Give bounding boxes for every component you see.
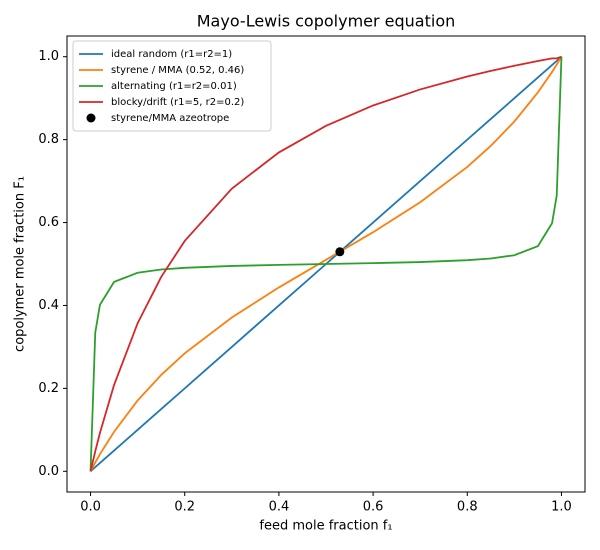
legend-label: styrene / MMA (0.52, 0.46) [111, 65, 244, 76]
legend-label: styrene/MMA azeotrope [111, 113, 229, 124]
x-tick-label: 0.0 [80, 500, 101, 515]
y-tick-label: 1.0 [38, 49, 59, 64]
axes-frame [66, 35, 586, 493]
y-tick-label: 0.4 [38, 298, 59, 313]
legend-label: alternating (r1=r2=0.01) [111, 81, 237, 92]
y-tick-label: 0.6 [38, 215, 59, 230]
y-axis-label: copolymer mole fraction F₁ [13, 176, 28, 352]
x-tick-label: 0.4 [269, 500, 290, 515]
x-tick-label: 0.6 [363, 500, 384, 515]
y-tick-label: 0.8 [38, 132, 59, 147]
legend-marker [86, 113, 96, 123]
y-tick-label: 0.0 [38, 464, 59, 479]
legend-label: blocky/drift (r1=5, r2=0.2) [111, 97, 244, 108]
series-line [89, 56, 563, 472]
scatter-point [335, 247, 345, 257]
y-tick-label: 0.2 [38, 381, 59, 396]
x-tick-label: 0.8 [457, 500, 478, 515]
x-axis-label: feed mole fraction f₁ [259, 519, 392, 534]
x-tick-label: 0.2 [174, 500, 195, 515]
legend: ideal random (r1=r2=1) styrene / MMA (0.5… [72, 40, 272, 132]
chart-title: Mayo-Lewis copolymer equation [197, 12, 456, 31]
series-line [89, 56, 563, 472]
legend-label: ideal random (r1=r2=1) [111, 49, 232, 60]
series-line [89, 55, 562, 472]
legend-box [72, 40, 272, 132]
x-tick-label: 1.0 [551, 500, 572, 515]
